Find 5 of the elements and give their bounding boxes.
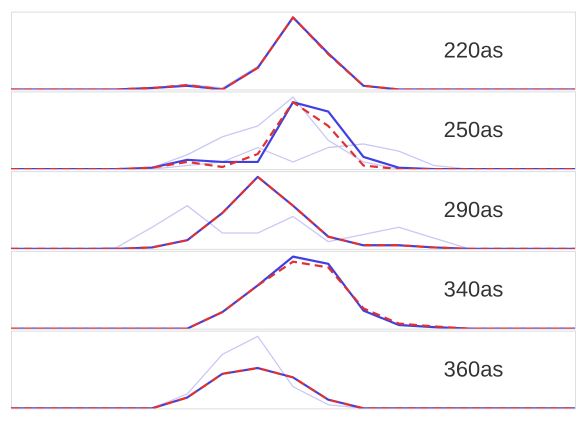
annotation: 360as: [444, 356, 504, 382]
annotation: 290as: [444, 196, 504, 222]
annotation: 220as: [444, 38, 504, 63]
annotation: 340as: [444, 276, 504, 302]
annotation: 250as: [444, 117, 504, 142]
